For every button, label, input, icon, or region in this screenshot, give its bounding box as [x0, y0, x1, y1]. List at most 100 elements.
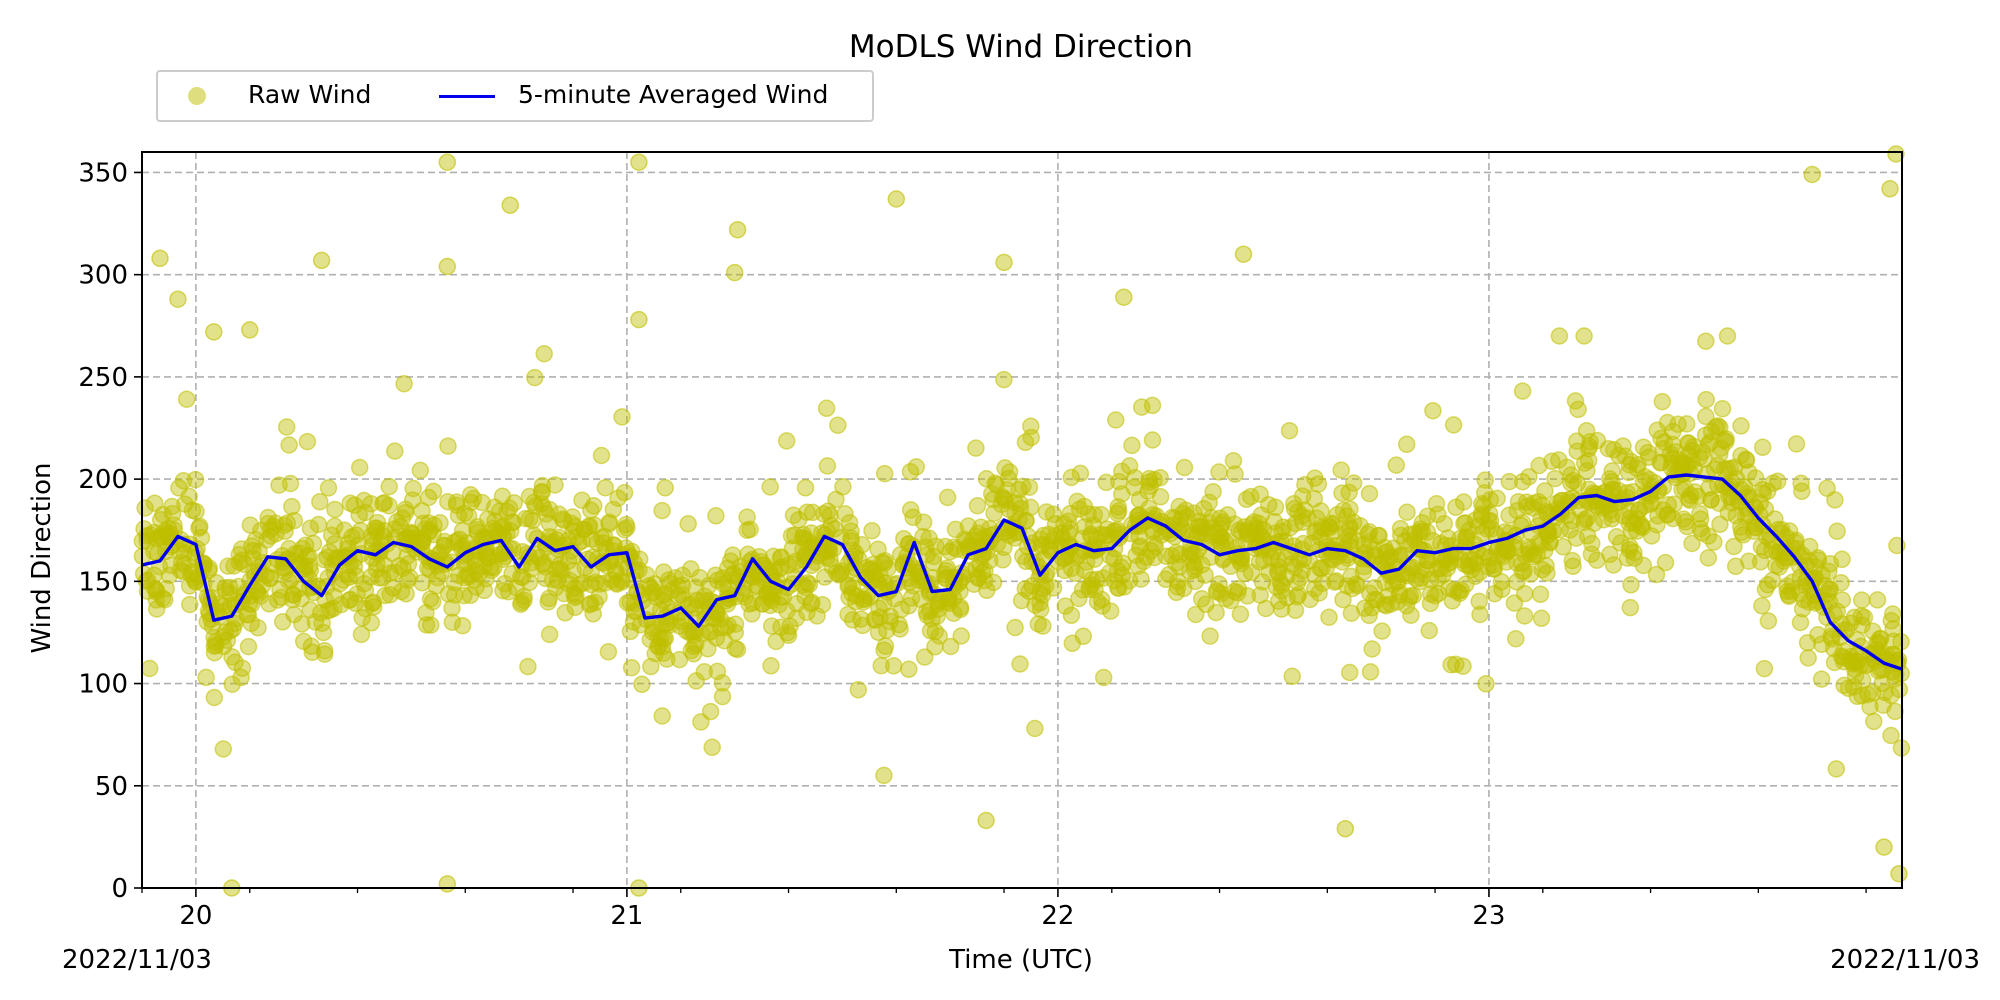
raw-wind-point: [1519, 538, 1538, 556]
raw-wind-point: [241, 321, 259, 339]
raw-wind-point: [1107, 411, 1125, 429]
raw-wind-point: [205, 628, 223, 647]
raw-wind-point: [1799, 649, 1817, 667]
raw-wind-point: [738, 521, 756, 540]
raw-wind-point: [1700, 433, 1719, 452]
raw-wind-point: [267, 525, 285, 543]
raw-wind-point: [375, 494, 394, 512]
raw-wind-point: [1488, 489, 1506, 508]
raw-wind-point: [421, 561, 439, 579]
raw-wind-point: [350, 458, 369, 477]
raw-wind-point: [633, 675, 651, 694]
raw-wind-point: [322, 526, 341, 545]
raw-wind-point: [1280, 421, 1299, 440]
raw-wind-point: [1868, 591, 1887, 609]
raw-wind-point: [1882, 686, 1900, 705]
raw-wind-point: [1558, 458, 1576, 477]
raw-wind-point: [1827, 760, 1846, 778]
raw-wind-point: [853, 536, 871, 554]
raw-wind-point: [796, 479, 815, 497]
raw-wind-point: [315, 550, 334, 569]
raw-wind-point: [385, 563, 404, 582]
raw-wind-point: [798, 603, 816, 622]
raw-wind-point: [929, 592, 948, 611]
raw-wind-point: [1466, 567, 1485, 585]
raw-wind-point: [169, 290, 187, 308]
raw-wind-point: [1532, 609, 1551, 628]
raw-wind-point: [1718, 327, 1737, 345]
raw-wind-point: [1055, 515, 1073, 533]
raw-wind-point: [1377, 596, 1396, 615]
raw-wind-point: [1719, 503, 1738, 522]
raw-wind-point: [1006, 529, 1024, 547]
raw-wind-point: [695, 587, 714, 605]
x-tick-label: 20: [179, 901, 212, 931]
raw-wind-point: [435, 536, 453, 555]
raw-wind-point: [1092, 505, 1110, 524]
raw-wind-point: [140, 659, 159, 678]
y-tick-label: 150: [78, 567, 128, 597]
raw-wind-point: [1550, 327, 1569, 345]
raw-wind-point: [907, 458, 926, 476]
raw-wind-point: [692, 713, 710, 731]
raw-wind-point: [1320, 608, 1338, 626]
raw-wind-point: [312, 251, 331, 270]
raw-wind-point: [285, 605, 303, 624]
raw-wind-point: [604, 500, 623, 519]
raw-wind-point: [977, 470, 996, 488]
raw-wind-point: [1865, 712, 1883, 731]
raw-wind-point: [1109, 498, 1127, 516]
raw-wind-point: [1016, 512, 1035, 530]
raw-wind-point: [1143, 396, 1162, 415]
raw-wind-point: [298, 432, 317, 451]
raw-wind-point: [1642, 495, 1660, 513]
raw-wind-point: [869, 623, 888, 642]
y-tick-label: 300: [78, 261, 128, 291]
raw-wind-point: [1875, 838, 1893, 856]
raw-wind-point: [394, 559, 412, 577]
raw-wind-point: [924, 547, 943, 566]
raw-wind-point: [1713, 399, 1732, 418]
raw-wind-point: [1115, 288, 1133, 306]
raw-wind-point: [826, 520, 844, 538]
raw-wind-point: [1303, 534, 1321, 553]
raw-wind-point: [777, 432, 796, 450]
raw-wind-point: [1229, 579, 1248, 598]
raw-wind-point: [586, 593, 604, 612]
raw-wind-point: [728, 640, 747, 659]
raw-wind-point: [1701, 491, 1720, 509]
raw-wind-point: [443, 599, 461, 617]
raw-wind-point: [642, 657, 660, 676]
raw-wind-point: [703, 738, 721, 757]
legend-label-averaged-wind: 5-minute Averaged Wind: [518, 80, 829, 109]
raw-wind-point: [1020, 478, 1039, 496]
raw-wind-point: [174, 471, 193, 490]
raw-wind-point: [386, 442, 404, 460]
raw-wind-point: [301, 519, 320, 537]
raw-wind-point: [1016, 433, 1035, 452]
raw-wind-point: [1387, 456, 1406, 474]
raw-wind-point: [653, 501, 671, 520]
raw-wind-point: [315, 641, 334, 660]
raw-wind-point: [439, 437, 457, 455]
raw-wind-point: [840, 588, 858, 607]
raw-wind-point: [787, 555, 805, 574]
raw-wind-point: [1210, 463, 1228, 481]
raw-wind-point: [585, 497, 603, 515]
raw-wind-point: [1424, 401, 1442, 420]
raw-wind-point: [938, 488, 957, 507]
raw-wind-point: [1579, 451, 1598, 470]
raw-wind-point: [738, 508, 756, 526]
raw-wind-point: [630, 310, 648, 329]
raw-wind-point: [1664, 509, 1682, 528]
raw-wind-point: [311, 493, 329, 511]
raw-wind-point: [1665, 495, 1683, 513]
raw-wind-point: [1803, 165, 1821, 184]
raw-wind-point: [1513, 382, 1532, 400]
raw-wind-point: [1882, 726, 1900, 745]
raw-wind-point: [1435, 515, 1454, 533]
raw-wind-point: [781, 617, 799, 636]
raw-wind-point: [994, 551, 1012, 569]
raw-wind-point: [1196, 566, 1214, 584]
raw-wind-point: [686, 578, 705, 596]
